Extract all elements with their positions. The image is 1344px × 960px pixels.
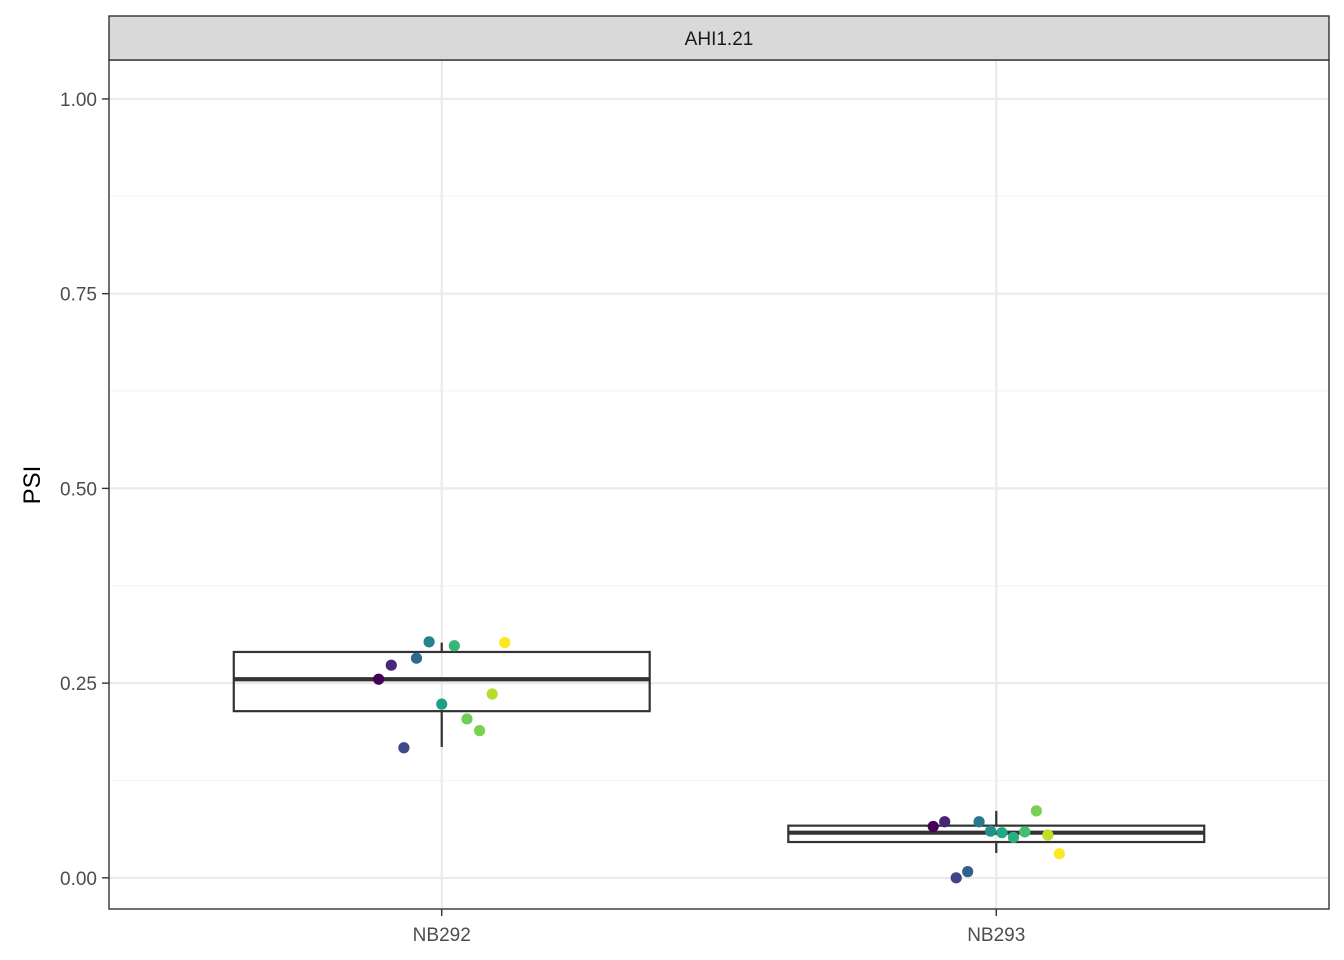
box-iqr [232,650,651,713]
grid-layer [109,60,1329,909]
x-axis: NB292 NB293 [413,909,1025,946]
y-axis-title: PSI [19,466,46,505]
box-layer [232,642,1206,853]
data-point [1007,831,1020,843]
data-point [436,698,448,710]
y-tick-label: 1.00 [60,90,97,111]
data-point [410,652,423,664]
data-point [373,673,385,685]
data-point [927,820,939,833]
y-tick-label: 0.00 [60,869,97,890]
data-point [398,742,410,754]
x-tick-label: NB293 [967,925,1025,946]
y-tick-label: 0.25 [60,674,97,695]
data-point [423,636,435,648]
data-point [385,659,397,671]
data-point [950,872,962,884]
y-axis: 0.00 0.25 0.50 0.75 1.00 [60,90,109,890]
y-tick-label: 0.50 [60,479,97,500]
data-point [1030,805,1042,817]
data-point [939,816,951,828]
boxplot-NB292 [232,642,651,747]
facet-strip-label: AHI1.21 [685,29,754,50]
facet-strip [108,15,1330,61]
data-point [473,725,486,737]
data-point [1053,848,1065,860]
data-point [499,637,511,649]
data-point [1019,826,1031,838]
data-point [486,688,498,700]
y-tick-label: 0.75 [60,285,97,306]
data-point [1042,829,1054,841]
point-layer [373,636,1065,884]
data-point [448,640,460,652]
data-point [962,866,974,878]
data-point [461,713,473,725]
data-point [973,816,985,828]
data-point [984,825,997,837]
boxplot-NB293 [787,810,1206,853]
x-tick-label: NB292 [413,925,471,946]
data-point [996,827,1008,839]
